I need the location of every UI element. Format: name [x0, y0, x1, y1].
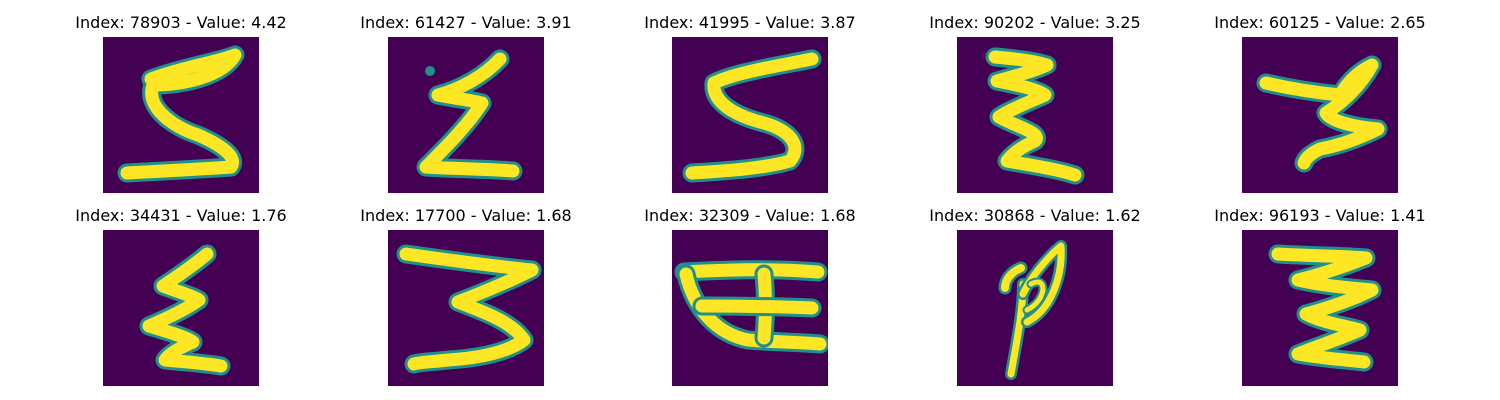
panel-title: Index: 61427 - Value: 3.91: [360, 13, 572, 32]
glyph-image: [1242, 37, 1398, 193]
sample-panel-3: Index: 41995 - Value: 3.87: [644, 13, 856, 193]
glyph-image: [672, 230, 828, 386]
glyph-image: [957, 230, 1113, 386]
sample-panel-5: Index: 60125 - Value: 2.65: [1214, 13, 1426, 193]
glyph-image: [388, 37, 544, 193]
sample-panel-8: Index: 32309 - Value: 1.68: [644, 206, 856, 386]
panel-title: Index: 30868 - Value: 1.62: [929, 206, 1141, 225]
sample-panel-4: Index: 90202 - Value: 3.25: [929, 13, 1141, 193]
panel-title: Index: 41995 - Value: 3.87: [644, 13, 856, 32]
panel-title: Index: 90202 - Value: 3.25: [929, 13, 1141, 32]
panel-title: Index: 17700 - Value: 1.68: [360, 206, 572, 225]
sample-panel-7: Index: 17700 - Value: 1.68: [360, 206, 572, 386]
glyph-image: [103, 230, 259, 386]
glyph-image: [1242, 230, 1398, 386]
sample-panel-9: Index: 30868 - Value: 1.62: [929, 206, 1141, 386]
panel-title: Index: 32309 - Value: 1.68: [644, 206, 856, 225]
sample-panel-2: Index: 61427 - Value: 3.91: [360, 13, 572, 193]
sample-panel-1: Index: 78903 - Value: 4.42: [75, 13, 287, 193]
panel-title: Index: 78903 - Value: 4.42: [75, 13, 287, 32]
glyph-image: [672, 37, 828, 193]
glyph-image: [103, 37, 259, 193]
panel-title: Index: 96193 - Value: 1.41: [1214, 206, 1426, 225]
sample-panel-6: Index: 34431 - Value: 1.76: [75, 206, 287, 386]
glyph-image: [388, 230, 544, 386]
sample-panel-10: Index: 96193 - Value: 1.41: [1214, 206, 1426, 386]
panel-title: Index: 60125 - Value: 2.65: [1214, 13, 1426, 32]
glyph-image: [957, 37, 1113, 193]
panel-title: Index: 34431 - Value: 1.76: [75, 206, 287, 225]
